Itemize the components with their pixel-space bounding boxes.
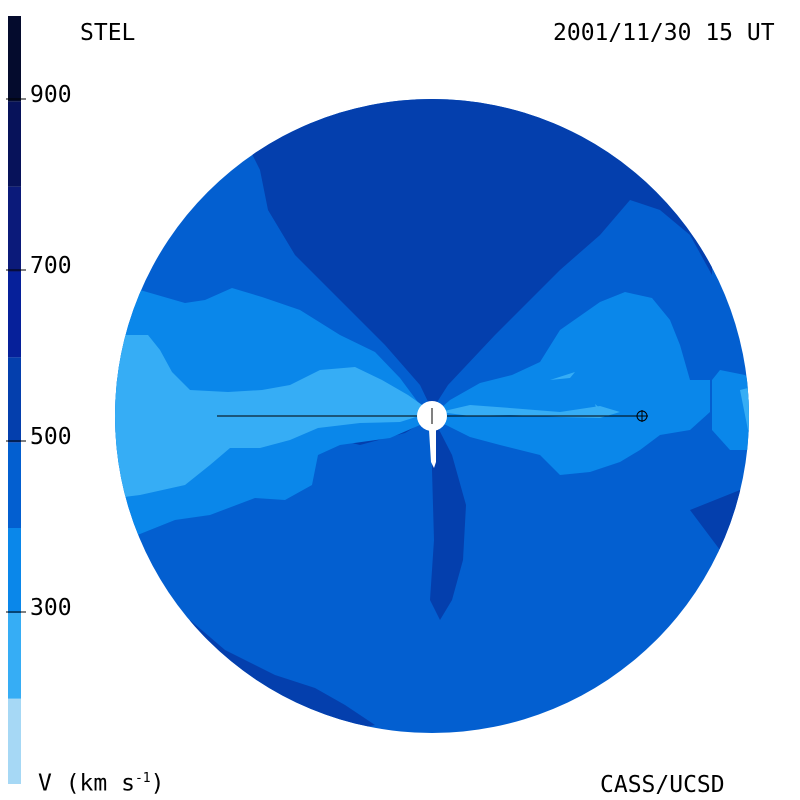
colorbar-tick-label: 500 [30, 424, 72, 450]
region-below-300-fleck [595, 404, 602, 414]
colorbar-band [8, 528, 21, 614]
region-500-600-north [250, 99, 712, 410]
region-below-300 [115, 335, 432, 500]
velocity-unit-label: V (km s-1) [38, 770, 165, 797]
region-500-600-bottom-left [190, 620, 375, 733]
colorbar-tick-label: 900 [30, 82, 72, 108]
region-below-300-fleck [550, 372, 575, 380]
region-below-300-right-lobe [740, 385, 749, 430]
sun-tail [429, 430, 436, 468]
colorbar-band [8, 357, 21, 443]
colorbar-band [8, 698, 21, 784]
timestamp-label: 2001/11/30 15 UT [553, 20, 775, 46]
colorbar-band [8, 272, 21, 358]
observatory-label: STEL [80, 20, 136, 46]
colorbar-tick-label: 300 [30, 595, 72, 621]
colorbar-band [8, 186, 21, 272]
region-300-400-right-lobe [712, 370, 749, 450]
region-500-600-south-stripe [430, 416, 466, 620]
earth-icon [636, 410, 648, 422]
colorbar-band [8, 442, 21, 528]
colorbar-tick-label: 700 [30, 253, 72, 279]
colorbar-band [8, 613, 21, 699]
credit-label: CASS/UCSD [600, 772, 725, 798]
velocity-colorbar [6, 16, 26, 784]
region-below-300-right-wisp [440, 405, 620, 418]
colorbar-band [8, 101, 21, 187]
colorbar-band [8, 16, 21, 102]
